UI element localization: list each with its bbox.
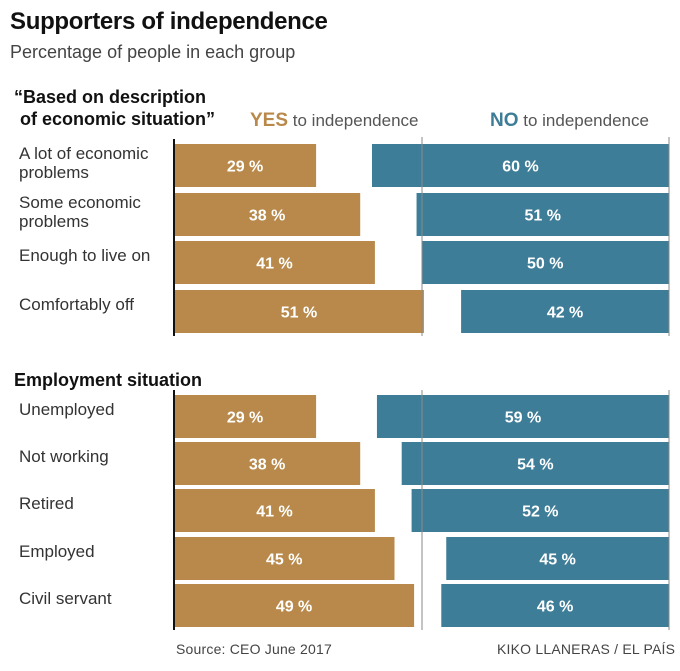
legend-no-text: to independence (523, 111, 649, 130)
category-label-line: Not working (19, 447, 109, 466)
no-bar-label: 50 % (527, 256, 563, 273)
employment-title-line: Employment situation (14, 370, 203, 390)
no-bar-label: 54 % (517, 457, 553, 474)
no-bar (446, 537, 669, 580)
no-bar (421, 241, 669, 284)
chart-title: Supporters of independence (10, 8, 328, 35)
category-label-line: problems (19, 163, 89, 182)
no-bar-label: 42 % (547, 305, 583, 322)
legend-yes-text: to independence (292, 111, 419, 130)
source-note: Source: CEO June 2017 (176, 641, 332, 657)
category-label: A lot of economic problems (19, 144, 148, 182)
category-label-line: Employed (19, 542, 95, 561)
no-bar (416, 193, 669, 236)
yes-bar (174, 489, 375, 532)
chart-subtitle: Percentage of people in each group (10, 42, 296, 62)
category-label-line: Unemployed (19, 400, 115, 419)
yes-bar-label: 38 % (249, 457, 285, 474)
no-bar (411, 489, 669, 532)
category-label-line: Comfortably off (19, 295, 134, 314)
economic-title-line: “Based on description (14, 87, 207, 107)
no-bar-label: 59 % (505, 410, 541, 427)
economic-section-title: “Based on description of economic situati… (14, 86, 215, 130)
yes-bar-label: 51 % (281, 305, 317, 322)
category-label-line: Enough to live on (19, 246, 151, 265)
category-label: Civil servant (19, 589, 112, 608)
no-bar (376, 395, 669, 438)
yes-bar (174, 193, 361, 236)
no-bar-label: 46 % (537, 599, 573, 616)
legend-no: NO to independence (490, 110, 649, 132)
legend-yes-key: YES (250, 110, 289, 131)
no-bar-label: 45 % (539, 552, 575, 569)
category-label: Unemployed (19, 400, 114, 419)
yes-bar-label: 41 % (256, 504, 292, 521)
category-label-line: problems (19, 212, 89, 231)
category-label-line: Some economic (19, 193, 141, 212)
category-label: Enough to live on (19, 246, 150, 265)
yes-bar (174, 537, 395, 580)
yes-bar-label: 41 % (256, 256, 292, 273)
yes-bar (174, 241, 375, 284)
no-bar (441, 584, 669, 627)
no-bar-label: 51 % (525, 208, 561, 225)
yes-bar (174, 395, 317, 438)
credit-note: KIKO LLANERAS / EL PAÍS (497, 641, 676, 657)
category-label-line: Retired (19, 494, 74, 513)
legend-yes: YES to independence (250, 110, 419, 132)
yes-bar-label: 29 % (227, 159, 263, 176)
no-bar (401, 442, 669, 485)
category-label: Retired (19, 494, 74, 513)
yes-bar (174, 584, 415, 627)
yes-bar-label: 38 % (249, 208, 285, 225)
legend-no-key: NO (490, 110, 519, 131)
economic-title-line: of economic situation” (20, 109, 216, 129)
yes-bar-label: 49 % (276, 599, 312, 616)
yes-bar-label: 29 % (227, 410, 263, 427)
yes-bar (174, 442, 361, 485)
yes-bar (174, 290, 424, 333)
category-label: Some economic problems (19, 193, 141, 231)
employment-section-title: Employment situation (14, 369, 202, 391)
category-label-line: A lot of economic (19, 144, 149, 163)
no-bar-label: 52 % (522, 504, 558, 521)
no-bar (461, 290, 669, 333)
no-bar-label: 60 % (502, 159, 538, 176)
yes-bar (174, 144, 317, 187)
category-label-line: Civil servant (19, 589, 112, 608)
category-label: Employed (19, 542, 95, 561)
category-label: Comfortably off (19, 295, 134, 314)
yes-bar-label: 45 % (266, 552, 302, 569)
category-label: Not working (19, 447, 109, 466)
